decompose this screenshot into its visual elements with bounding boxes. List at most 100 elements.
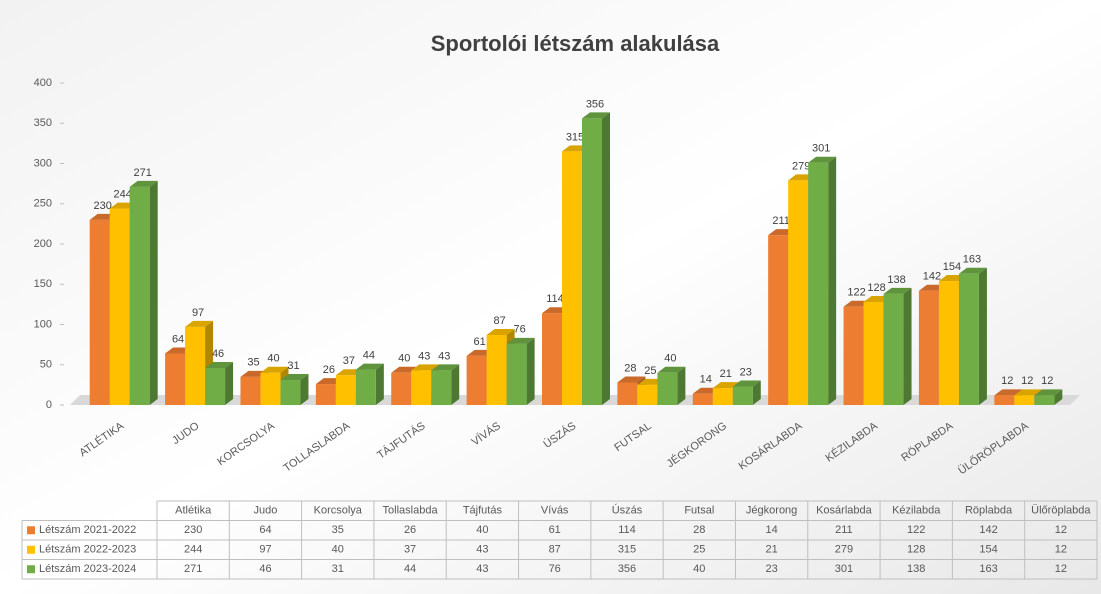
table-cell: 44 (404, 563, 416, 575)
bar-top (958, 267, 987, 274)
data-label: 142 (923, 271, 941, 283)
bar (732, 386, 753, 405)
table-cell: 301 (835, 563, 853, 575)
bar (486, 334, 507, 405)
bar (657, 372, 678, 405)
data-label: 64 (172, 333, 184, 345)
bar (938, 281, 959, 405)
data-label: 315 (566, 131, 584, 143)
bar-top (411, 364, 440, 371)
y-tick-label: 150 (34, 278, 52, 290)
bar-side (1054, 389, 1063, 405)
table-cell: 28 (693, 524, 705, 536)
bar-side (451, 364, 460, 405)
bar-top (582, 112, 610, 119)
bar (883, 293, 904, 405)
bar (692, 393, 713, 405)
table-cell: 25 (693, 544, 705, 556)
y-tick-label: 100 (34, 318, 52, 330)
table-cell: 43 (476, 563, 488, 575)
bar-top (129, 180, 158, 187)
bar (843, 306, 864, 405)
bar (129, 186, 150, 405)
bar-top (486, 328, 515, 335)
table-cell: 46 (259, 563, 271, 575)
table-cell: 61 (549, 524, 561, 536)
table-header: Futsal (684, 505, 714, 517)
table-header: Korcsolya (314, 505, 363, 517)
bar-top (1034, 389, 1063, 396)
bar (617, 382, 638, 405)
table-cell: 40 (476, 524, 488, 536)
y-tick-label: 0 (46, 399, 52, 411)
bar (958, 273, 979, 405)
bar (280, 380, 301, 405)
bar-top (431, 364, 460, 371)
table-cell: 97 (259, 544, 271, 556)
table-header: Tájfutás (463, 505, 503, 517)
bar (355, 369, 376, 405)
legend-swatch (27, 545, 35, 554)
table-cell: 114 (618, 524, 636, 536)
bar-top (280, 374, 309, 381)
table-cell: 87 (549, 544, 561, 556)
bar (788, 180, 809, 405)
bar-top (732, 380, 761, 387)
data-label: 12 (1001, 375, 1013, 387)
bar (205, 367, 226, 405)
table-cell: 128 (907, 544, 925, 556)
y-tick-label: 50 (40, 359, 52, 371)
table-cell: 356 (618, 563, 636, 575)
bar (994, 395, 1015, 405)
chart-title: Sportolói létszám alakulása (431, 31, 720, 56)
bar (431, 370, 452, 405)
y-tick-label: 350 (34, 117, 52, 129)
data-label: 128 (867, 282, 885, 294)
data-label: 40 (664, 353, 676, 365)
bar-side (225, 361, 234, 405)
table-cell: 12 (1055, 524, 1067, 536)
data-label: 230 (94, 200, 112, 212)
table-cell: 37 (404, 544, 416, 556)
bar-top (260, 366, 289, 373)
y-tick-label: 400 (34, 77, 52, 89)
legend-label: Létszám 2023-2024 (39, 563, 136, 575)
table-cell: 21 (765, 544, 777, 556)
bar-side (752, 380, 761, 405)
data-label: 154 (943, 261, 961, 273)
y-tick-label: 250 (34, 198, 52, 210)
bar-side (526, 337, 535, 405)
bar-side (828, 156, 837, 405)
table-cell: 279 (835, 544, 853, 556)
bar (562, 151, 582, 405)
data-label: 46 (212, 348, 224, 360)
table-cell: 142 (979, 524, 997, 536)
y-tick-label: 200 (34, 238, 52, 250)
table-cell: 244 (184, 544, 202, 556)
data-label: 76 (513, 324, 525, 336)
table-header: Judo (254, 505, 278, 517)
data-label: 40 (267, 353, 279, 365)
bar-top (657, 366, 686, 373)
data-label: 31 (287, 360, 299, 372)
bar (637, 384, 658, 405)
data-label: 138 (887, 274, 905, 286)
bar-side (903, 287, 912, 405)
table-cell: 26 (404, 524, 416, 536)
bar-side (300, 374, 309, 405)
bar (863, 301, 884, 405)
table-cell: 31 (332, 563, 344, 575)
table-header: Ülőröplabda (1031, 505, 1091, 517)
bar (918, 290, 939, 405)
bar-top (205, 361, 234, 368)
data-label: 21 (720, 368, 732, 380)
table-header: Vívás (541, 505, 569, 517)
table-cell: 271 (184, 563, 202, 575)
legend-label: Létszám 2021-2022 (39, 524, 136, 536)
table-header: Úszás (612, 504, 643, 517)
bar-side (602, 112, 610, 406)
bar (808, 162, 829, 405)
data-label: 271 (134, 167, 152, 179)
